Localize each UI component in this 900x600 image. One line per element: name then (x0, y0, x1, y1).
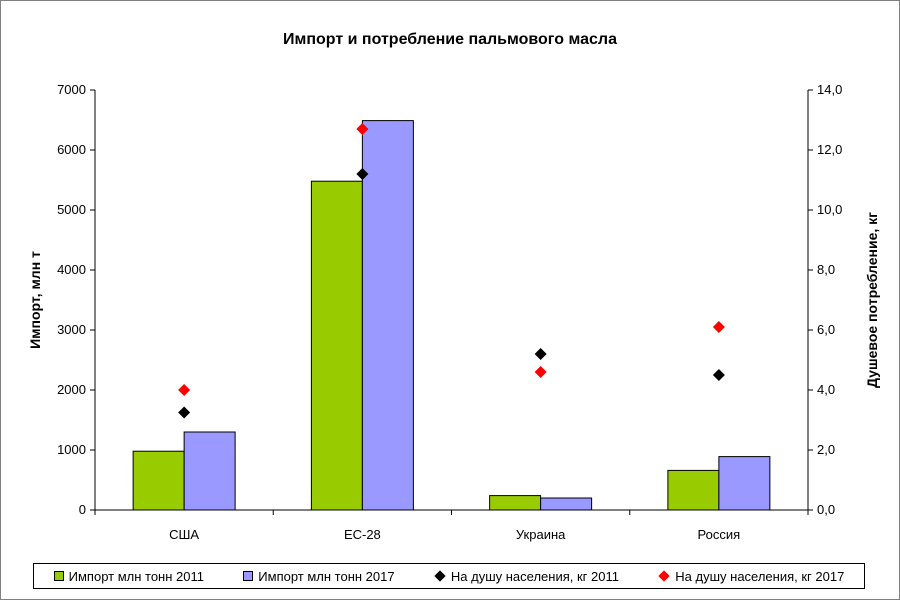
y2-tick-label: 8,0 (817, 262, 835, 277)
point-marker (712, 369, 725, 381)
bar (183, 431, 236, 511)
y2-tick-label: 12,0 (817, 142, 842, 157)
y-tick-label: 0 (79, 502, 86, 517)
legend-label-percapita-2011: На душу населения, кг 2011 (450, 568, 619, 584)
legend-item-import-2017: Импорт млн тонн 2017 (243, 568, 395, 584)
bar (310, 180, 363, 511)
legend-label-import-2017: Импорт млн тонн 2017 (258, 568, 395, 584)
point-marker (534, 366, 547, 378)
x-tick-label: США (169, 527, 199, 542)
point-marker (178, 384, 191, 396)
x-tick-label: Украина (516, 527, 566, 542)
bar (540, 497, 593, 511)
y2-tick-label: 10,0 (817, 202, 842, 217)
y-tick-label: 1000 (57, 442, 86, 457)
bar (489, 495, 542, 511)
y-tick-label: 7000 (57, 82, 86, 97)
y-tick-label: 5000 (57, 202, 86, 217)
y-tick-label: 2000 (57, 382, 86, 397)
point-marker (356, 123, 369, 135)
y-tick-label: 3000 (57, 322, 86, 337)
point-marker (534, 348, 547, 360)
bar (718, 456, 771, 511)
legend-swatch-import-2017 (243, 571, 254, 581)
x-tick-label: Россия (698, 527, 741, 542)
x-tick-label: ЕС-28 (344, 527, 381, 542)
bar (361, 120, 414, 511)
y-tick-label: 6000 (57, 142, 86, 157)
y-tick-label: 4000 (57, 262, 86, 277)
y2-axis-title: Душевое потребление, кг (864, 212, 880, 388)
y2-tick-label: 2,0 (817, 442, 835, 457)
bar (667, 469, 720, 511)
y-axis-title: Импорт, млн т (27, 251, 43, 349)
point-marker (178, 406, 191, 419)
y2-tick-label: 6,0 (817, 322, 835, 337)
legend-swatch-import-2011 (53, 571, 64, 581)
y2-tick-label: 0,0 (817, 502, 835, 517)
legend-item-import-2011: Импорт млн тонн 2011 (53, 568, 204, 584)
chart-title: Импорт и потребление пальмового масла (283, 31, 617, 48)
y2-tick-label: 14,0 (817, 82, 842, 97)
bar (132, 450, 185, 511)
legend-swatch-percapita-2011 (434, 570, 446, 582)
legend: Импорт млн тонн 2011 Импорт млн тонн 201… (33, 563, 865, 589)
point-marker (712, 321, 725, 333)
legend-label-import-2011: Импорт млн тонн 2011 (68, 568, 204, 584)
legend-swatch-percapita-2017 (658, 570, 670, 582)
legend-label-percapita-2017: На душу населения, кг 2017 (675, 568, 845, 584)
y2-tick-label: 4,0 (817, 382, 835, 397)
legend-item-percapita-2011: На душу населения, кг 2011 (434, 569, 619, 584)
point-marker (356, 168, 369, 180)
plot-area: 0 1000 2000 3000 4000 5000 6000 7000 0,0 2,0 4,0 6,… (57, 82, 842, 542)
legend-item-percapita-2017: На душу населения, кг 2017 (658, 569, 844, 584)
